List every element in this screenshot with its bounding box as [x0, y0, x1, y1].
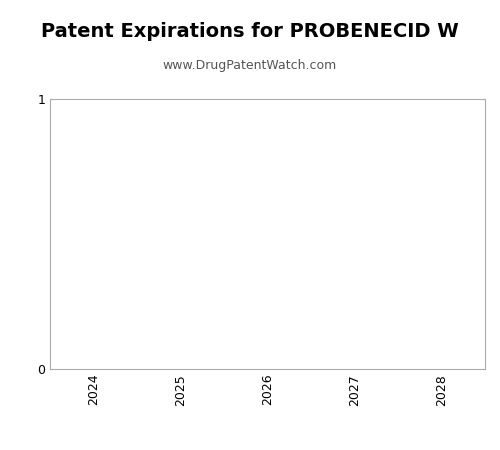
Text: www.DrugPatentWatch.com: www.DrugPatentWatch.com	[163, 59, 337, 72]
Text: Patent Expirations for PROBENECID W: Patent Expirations for PROBENECID W	[41, 22, 459, 41]
